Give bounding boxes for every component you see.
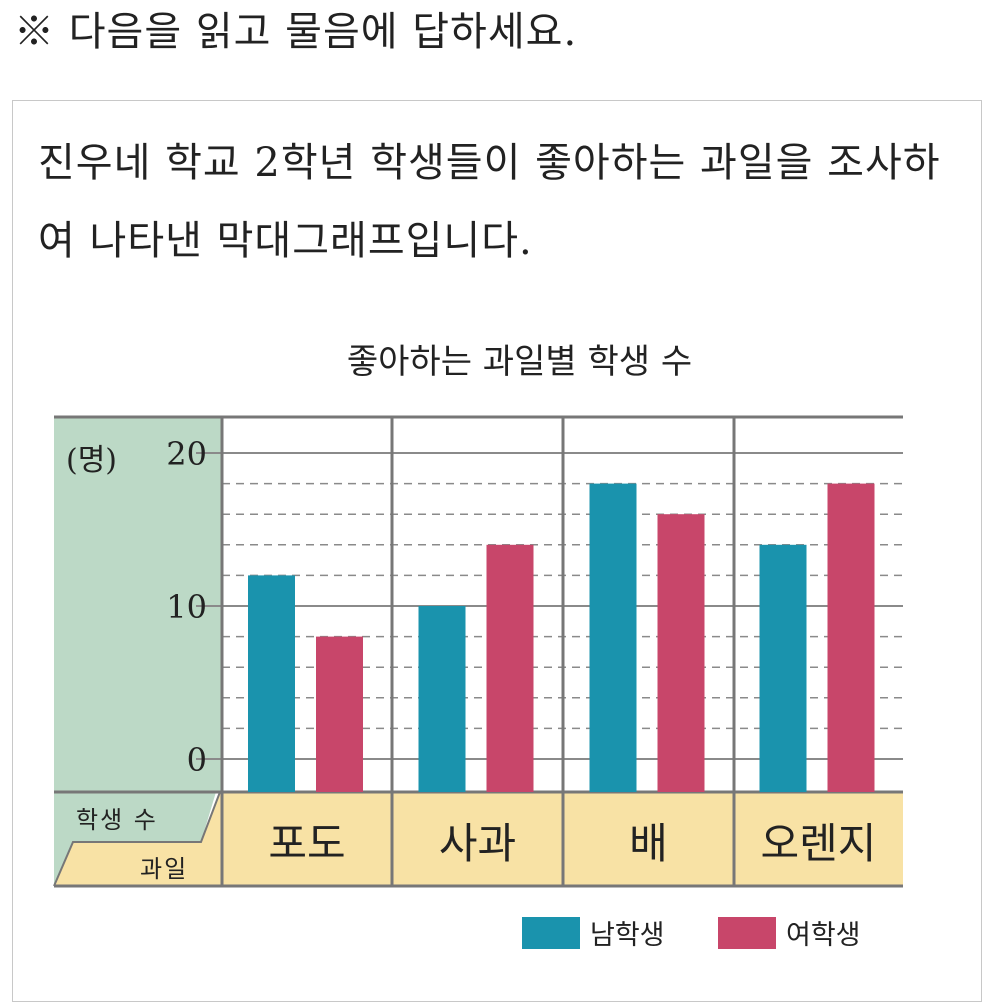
bar-female-4 bbox=[827, 483, 875, 792]
corner-cell-top bbox=[54, 792, 222, 886]
y-axis-panel bbox=[54, 417, 222, 792]
y-tick-label: 20 bbox=[166, 435, 207, 473]
bar-male-3 bbox=[589, 483, 637, 792]
corner-diagonal bbox=[53, 791, 221, 887]
corner-label-bottom: 과일 bbox=[140, 855, 188, 883]
legend-item-male: 남학생 bbox=[522, 913, 665, 952]
legend-item-female: 여학생 bbox=[718, 913, 861, 952]
bar-female-2 bbox=[486, 544, 534, 792]
legend-swatch-male bbox=[522, 916, 580, 949]
bar-female-3 bbox=[657, 514, 705, 792]
description-text: 진우네 학교 2학년 학생들이 좋아하는 과일을 조사하여 나타낸 막대그래프입… bbox=[38, 140, 941, 264]
y-tick-label: 10 bbox=[166, 588, 207, 626]
bar-male-2 bbox=[418, 606, 466, 792]
legend-label-male: 남학생 bbox=[590, 920, 665, 951]
question-box bbox=[12, 100, 982, 1002]
y-tick-label: 0 bbox=[187, 741, 207, 779]
bar-male-4 bbox=[759, 544, 807, 792]
instruction-text: ※ 다음을 읽고 물음에 답하세요. bbox=[14, 9, 578, 55]
category-label: 사과 bbox=[439, 819, 516, 868]
legend-label-female: 여학생 bbox=[786, 920, 861, 951]
category-label: 배 bbox=[629, 819, 668, 868]
category-label: 포도 bbox=[268, 819, 345, 868]
corner-cell-bottom bbox=[54, 792, 222, 886]
y-unit-label: (명) bbox=[66, 443, 117, 478]
category-label: 오렌지 bbox=[761, 819, 877, 868]
chart-title: 좋아하는 과일별 학생 수 bbox=[346, 342, 693, 382]
legend-swatch-female bbox=[718, 916, 776, 949]
bar-female-1 bbox=[316, 636, 363, 792]
bar-male-1 bbox=[248, 575, 295, 792]
corner-label-top: 학생 수 bbox=[76, 806, 158, 834]
